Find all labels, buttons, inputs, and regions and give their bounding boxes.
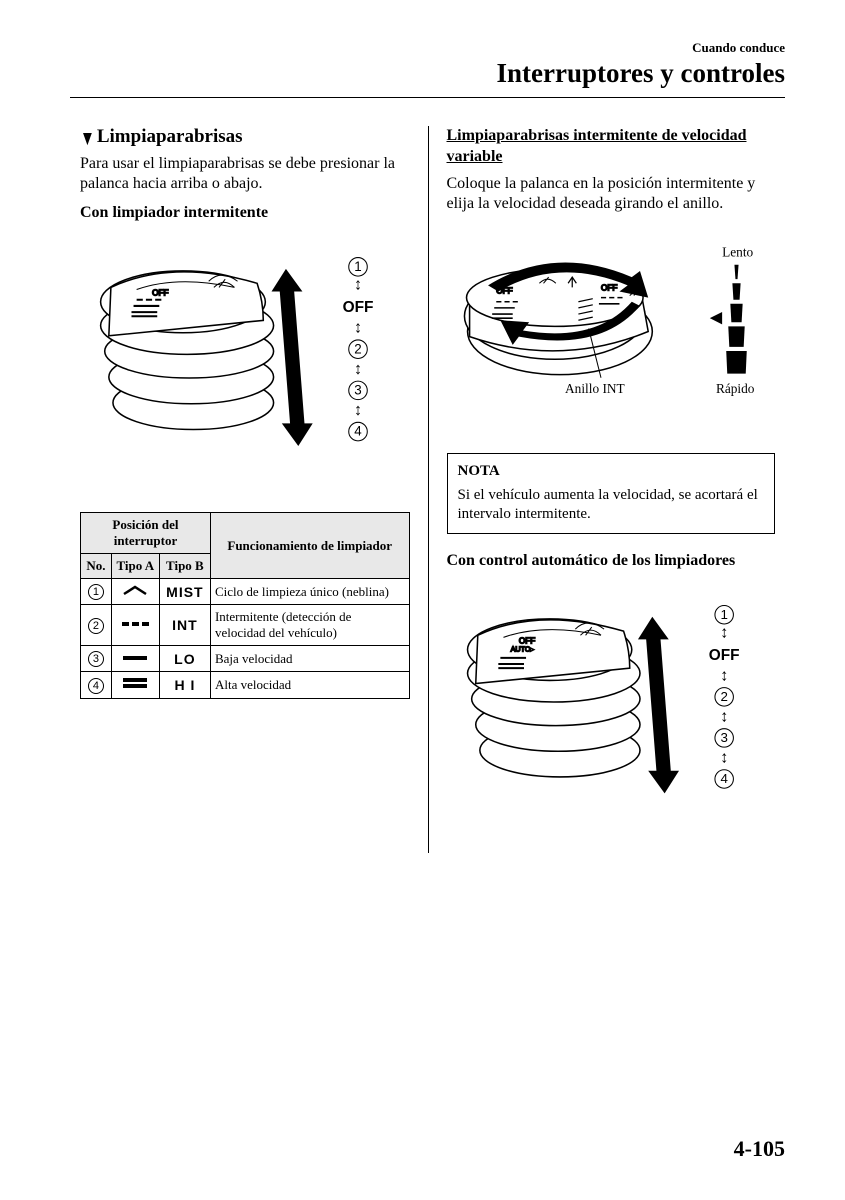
intro-text-left: Para usar el limpiaparabrisas se debe pr… bbox=[80, 154, 410, 194]
svg-text:Rápido: Rápido bbox=[715, 381, 754, 396]
svg-text:↕: ↕ bbox=[354, 275, 362, 293]
page-number: 4-105 bbox=[734, 1136, 785, 1162]
row-desc: Alta velocidad bbox=[210, 672, 409, 699]
svg-text:↕: ↕ bbox=[354, 360, 362, 378]
th-no: No. bbox=[81, 554, 112, 579]
svg-text:Anillo INT: Anillo INT bbox=[565, 381, 625, 396]
svg-text:2: 2 bbox=[720, 689, 727, 704]
svg-text:↕: ↕ bbox=[354, 401, 362, 419]
svg-text:↕: ↕ bbox=[720, 623, 728, 641]
row-num: 2 bbox=[88, 618, 104, 634]
svg-text:OFF: OFF bbox=[343, 299, 374, 316]
subheading-variable-speed: Limpiaparabrisas intermitente de velocid… bbox=[447, 126, 776, 168]
table-row: 3 LO Baja velocidad bbox=[81, 646, 410, 672]
right-column: Limpiaparabrisas intermitente de velocid… bbox=[428, 126, 786, 853]
left-column: ▼Limpiaparabrisas Para usar el limpiapar… bbox=[70, 126, 428, 853]
table-row: 1 MIST Ciclo de limpieza único (neblina) bbox=[81, 579, 410, 605]
symbol-up-icon bbox=[120, 584, 150, 596]
subheading-intermittent: Con limpiador intermitente bbox=[80, 204, 410, 222]
th-type-b: Tipo B bbox=[159, 554, 210, 579]
svg-text:4: 4 bbox=[720, 771, 728, 786]
svg-text:AUTO▸: AUTO▸ bbox=[510, 646, 534, 654]
symbol-double-line-icon bbox=[120, 676, 150, 690]
row-num: 4 bbox=[88, 678, 104, 694]
svg-text:1: 1 bbox=[720, 607, 727, 622]
intro-text-right: Coloque la palanca en la posición interm… bbox=[447, 174, 776, 214]
diagram-wiper-lever-1: OFF 1 ↕ OFF ↕ 2 ↕ 3 ↕ 4 bbox=[80, 238, 410, 485]
row-num: 1 bbox=[88, 584, 104, 600]
svg-text:3: 3 bbox=[354, 383, 361, 398]
diagram-wiper-lever-2: OFF AUTO▸ 1 ↕ OFF ↕ 2 ↕ 3 ↕ 4 bbox=[447, 586, 776, 832]
row-desc: Intermitente (detección de velocidad del… bbox=[210, 605, 409, 646]
row-desc: Baja velocidad bbox=[210, 646, 409, 672]
svg-text:↕: ↕ bbox=[720, 666, 728, 684]
svg-text:OFF: OFF bbox=[518, 636, 534, 645]
svg-text:2: 2 bbox=[354, 341, 361, 356]
svg-text:4: 4 bbox=[354, 424, 362, 439]
svg-text:↕: ↕ bbox=[354, 319, 362, 337]
diagram-int-ring: OFF OFF Anillo INT bbox=[447, 234, 776, 419]
svg-text:OFF: OFF bbox=[600, 283, 616, 292]
row-type-b: INT bbox=[159, 605, 210, 646]
th-position: Posición del interruptor bbox=[81, 513, 211, 554]
svg-text:OFF: OFF bbox=[708, 647, 739, 664]
nota-body: Si el vehículo aumenta la velocidad, se … bbox=[458, 486, 765, 525]
breadcrumb: Cuando conduce bbox=[70, 40, 785, 56]
svg-text:OFF: OFF bbox=[152, 289, 168, 298]
content-columns: ▼Limpiaparabrisas Para usar el limpiapar… bbox=[70, 126, 785, 853]
table-row: 2 INT Intermitente (detección de velocid… bbox=[81, 605, 410, 646]
nota-title: NOTA bbox=[458, 462, 765, 482]
th-function: Funcionamiento de limpiador bbox=[210, 513, 409, 579]
svg-text:3: 3 bbox=[720, 730, 727, 745]
svg-text:↕: ↕ bbox=[720, 707, 728, 725]
nota-box: NOTA Si el vehículo aumenta la velocidad… bbox=[447, 453, 776, 534]
header-rule bbox=[70, 97, 785, 98]
row-type-b: H I bbox=[159, 672, 210, 699]
row-desc: Ciclo de limpieza único (neblina) bbox=[210, 579, 409, 605]
th-type-a: Tipo A bbox=[111, 554, 159, 579]
row-type-b: LO bbox=[159, 646, 210, 672]
svg-text:Lento: Lento bbox=[722, 244, 753, 259]
page-header: Cuando conduce Interruptores y controles bbox=[70, 40, 785, 89]
section-heading-wipers: ▼Limpiaparabrisas bbox=[80, 126, 410, 148]
svg-text:↕: ↕ bbox=[720, 748, 728, 766]
symbol-single-line-icon bbox=[120, 653, 150, 663]
wiper-positions-table: Posición del interruptor Funcionamiento … bbox=[80, 512, 410, 699]
heading-text: Limpiaparabrisas bbox=[97, 126, 243, 147]
triangle-icon: ▼ bbox=[80, 128, 95, 152]
row-type-b: MIST bbox=[159, 579, 210, 605]
svg-text:1: 1 bbox=[354, 259, 361, 274]
subheading-auto-control: Con control automático de los limpiadore… bbox=[447, 552, 776, 570]
table-row: 4 H I Alta velocidad bbox=[81, 672, 410, 699]
symbol-dashes-icon bbox=[120, 619, 150, 629]
page-title: Interruptores y controles bbox=[70, 58, 785, 89]
row-num: 3 bbox=[88, 651, 104, 667]
